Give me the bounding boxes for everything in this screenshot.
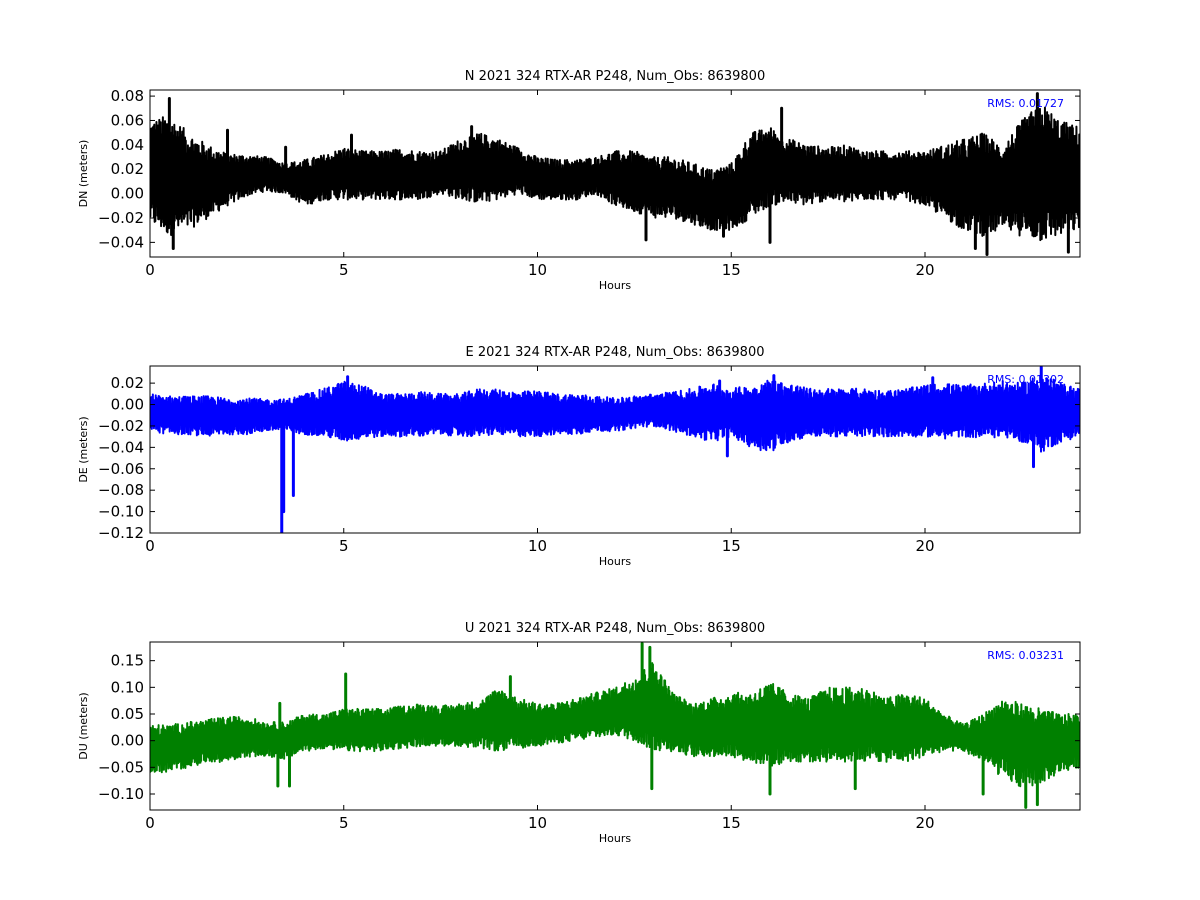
ytick-label-u-1: −0.05 [98,758,144,776]
axes-frame-n [149,89,1081,258]
ytick-label-e-2: −0.08 [98,481,144,499]
ytick-label-e-7: 0.02 [111,374,144,392]
ylabel-n: DN (meters) [77,140,90,208]
series-u-line [150,662,1080,788]
subplot-u: U 2021 324 RTX-AR P248, Num_Obs: 8639800… [77,621,1081,845]
ytick-label-u-5: 0.15 [111,652,144,670]
xlabel-n: Hours [599,279,631,292]
subplot-n: N 2021 324 RTX-AR P248, Num_Obs: 8639800… [77,69,1081,292]
xtick-label-u-4: 20 [915,814,934,832]
subplot-e-title: E 2021 324 RTX-AR P248, Num_Obs: 8639800 [466,345,765,360]
xtick-label-u-2: 10 [528,814,547,832]
xtick-label-e-2: 10 [528,537,547,555]
ytick-label-e-4: −0.04 [98,438,144,456]
ytick-label-n-2: 0.00 [111,185,144,203]
xtick-label-n-2: 10 [528,261,547,279]
ytick-label-u-0: −0.10 [98,785,144,803]
ytick-label-e-6: 0.00 [111,396,144,414]
ytick-label-e-3: −0.06 [98,460,144,478]
ytick-label-n-5: 0.06 [111,111,144,129]
ytick-label-e-1: −0.10 [98,503,144,521]
xlabel-e: Hours [599,555,631,568]
xtick-label-e-0: 0 [145,537,155,555]
subplot-n-title: N 2021 324 RTX-AR P248, Num_Obs: 8639800 [465,69,765,84]
ytick-label-n-1: −0.02 [98,209,144,227]
ytick-label-n-3: 0.02 [111,160,144,178]
ylabel-u: DU (meters) [77,692,90,759]
xtick-label-e-4: 20 [915,537,934,555]
series-n-line [150,105,1080,242]
rms-annotation-e: RMS: 0.01302 [987,373,1064,386]
series-e [150,366,1080,533]
series-u [150,642,1080,809]
axes-frame-u [149,641,1081,811]
rms-annotation-n: RMS: 0.01727 [987,97,1064,110]
xtick-label-e-3: 15 [722,537,741,555]
ylabel-e: DE (meters) [77,416,90,482]
xtick-label-u-3: 15 [722,814,741,832]
series-e-line [150,377,1080,453]
series-n [150,92,1080,257]
axes-frame-e [149,365,1081,534]
subplot-e: E 2021 324 RTX-AR P248, Num_Obs: 8639800… [77,345,1081,568]
xtick-label-n-0: 0 [145,261,155,279]
ytick-label-n-6: 0.08 [111,87,144,105]
ytick-label-n-4: 0.04 [111,136,144,154]
xtick-label-u-1: 5 [339,814,349,832]
ytick-label-u-3: 0.05 [111,705,144,723]
xtick-label-e-1: 5 [339,537,349,555]
subplot-u-title: U 2021 324 RTX-AR P248, Num_Obs: 8639800 [465,621,765,636]
xtick-label-n-1: 5 [339,261,349,279]
rms-annotation-u: RMS: 0.03231 [987,649,1064,662]
xtick-label-u-0: 0 [145,814,155,832]
ytick-label-u-4: 0.10 [111,678,144,696]
xtick-label-n-4: 20 [915,261,934,279]
ytick-label-e-5: −0.02 [98,417,144,435]
ytick-label-n-0: −0.04 [98,233,144,251]
xlabel-u: Hours [599,832,631,845]
ytick-label-e-0: −0.12 [98,524,144,542]
xtick-label-n-3: 15 [722,261,741,279]
ytick-label-u-2: 0.00 [111,732,144,750]
